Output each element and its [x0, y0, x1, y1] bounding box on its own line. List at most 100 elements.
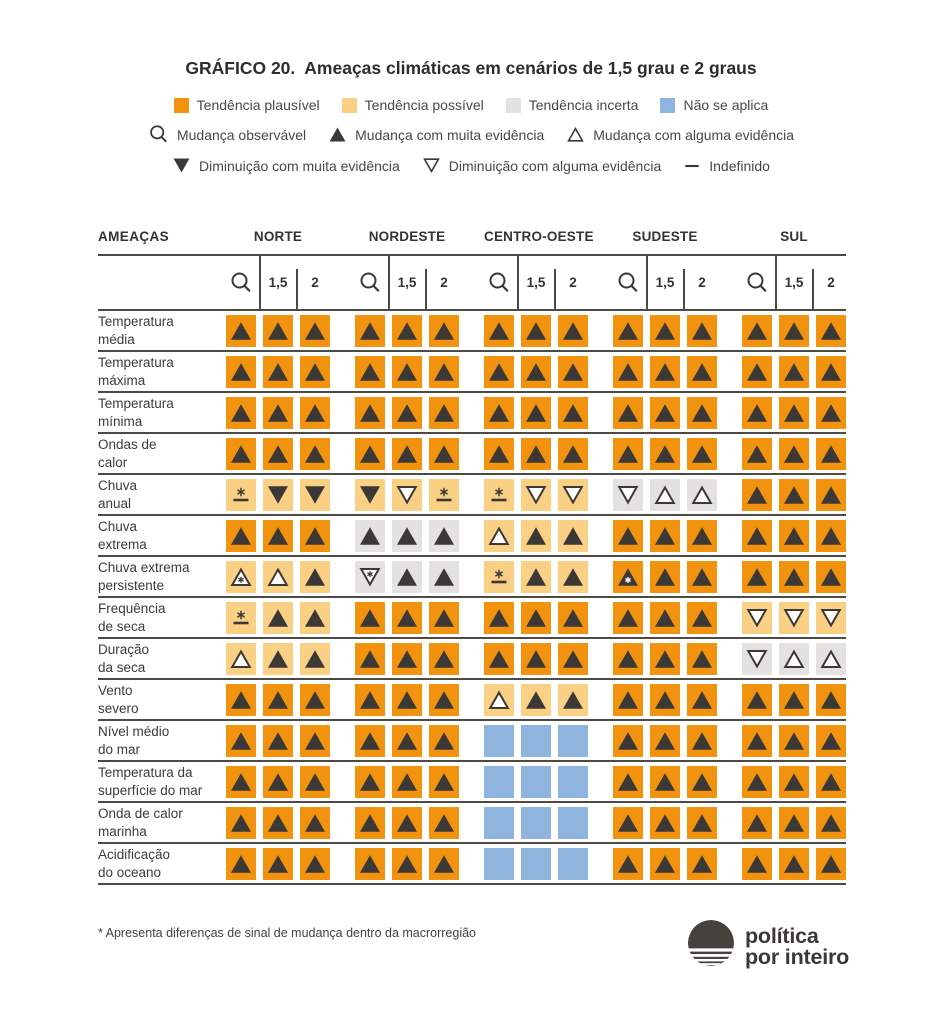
observed-change-column	[484, 256, 514, 309]
triangle-up-filled-icon	[784, 403, 804, 422]
triangle-up-filled-icon	[692, 321, 712, 340]
triangle-up-filled-icon	[618, 854, 638, 873]
triangle-up-filled-icon	[692, 813, 712, 832]
matrix-cell	[650, 724, 680, 757]
triangle-up-filled-icon	[563, 608, 583, 627]
triangle-up-filled-icon	[305, 608, 325, 627]
matrix-cell	[613, 396, 643, 429]
matrix-cell	[742, 642, 772, 675]
triangle-up-filled-icon	[655, 567, 675, 586]
threat-label: Chuva extrema	[98, 518, 147, 552]
matrix-cell	[355, 642, 385, 675]
matrix-cell	[484, 355, 514, 388]
scenario-header-group-2: 1,5 2	[355, 256, 459, 309]
matrix-cell	[484, 847, 514, 880]
triangle-up-filled-icon	[747, 772, 767, 791]
triangle-up-filled-icon	[526, 567, 546, 586]
matrix-cell	[613, 478, 643, 511]
matrix-cell	[742, 355, 772, 388]
triangle-up-outline-icon	[783, 648, 805, 668]
triangle-up-filled-icon	[747, 526, 767, 545]
region-cell-group	[226, 437, 330, 470]
region-cell-group	[742, 806, 846, 839]
matrix-cell	[300, 847, 330, 880]
triangle-up-filled-icon	[563, 649, 583, 668]
triangle-up-outline-icon	[654, 484, 676, 504]
triangle-down-outline-icon	[562, 485, 584, 505]
matrix-cell	[558, 478, 588, 511]
matrix-cell	[263, 642, 293, 675]
matrix-cell	[429, 355, 459, 388]
triangle-up-filled-icon	[618, 608, 638, 627]
threat-row: Nível médio do mar	[98, 721, 846, 762]
matrix-cell	[263, 437, 293, 470]
triangle-up-filled-icon	[268, 772, 288, 791]
triangle-up-filled-icon	[821, 690, 841, 709]
matrix-cell	[779, 765, 809, 798]
triangle-up-filled-icon	[305, 362, 325, 381]
matrix-cell	[558, 724, 588, 757]
matrix-cell	[226, 642, 256, 675]
matrix-cell	[355, 519, 385, 552]
region-cell-group	[226, 355, 330, 388]
triangle-up-filled-icon	[692, 526, 712, 545]
matrix-cell	[816, 560, 846, 593]
triangle-up-filled-icon	[784, 526, 804, 545]
triangle-up-filled-icon	[231, 444, 251, 463]
triangle-up-filled-icon	[268, 608, 288, 627]
region-cell-group	[742, 601, 846, 634]
region-cell-group	[613, 478, 717, 511]
matrix-cell	[484, 601, 514, 634]
matrix-cell	[226, 560, 256, 593]
matrix-cell	[392, 806, 422, 839]
region-cell-group	[484, 355, 588, 388]
matrix-cell	[263, 396, 293, 429]
matrix-cell	[226, 437, 256, 470]
region-cell-group	[355, 806, 459, 839]
scenario-col-label-2: 2	[440, 275, 448, 290]
matrix-cell	[650, 601, 680, 634]
legend-label: Tendência possível	[364, 97, 484, 113]
region-cell-group	[226, 683, 330, 716]
matrix-cell	[429, 642, 459, 675]
triangle-up-filled-icon	[434, 608, 454, 627]
scenario-col-label-1-5: 1,5	[784, 275, 804, 290]
triangle-up-outline-icon	[267, 566, 289, 586]
triangle-up-filled-icon	[618, 690, 638, 709]
triangle-up-filled-icon	[692, 362, 712, 381]
region-cell-group	[613, 683, 717, 716]
logo-sun-stripes-icon	[688, 920, 734, 966]
triangle-up-filled-icon	[655, 854, 675, 873]
triangle-up-filled-icon	[360, 854, 380, 873]
matrix-cell	[392, 396, 422, 429]
matrix-cell	[613, 642, 643, 675]
matrix-cell	[226, 519, 256, 552]
triangle-up-filled-icon	[784, 362, 804, 381]
matrix-cell	[779, 683, 809, 716]
triangle-up-filled-icon	[231, 772, 251, 791]
triangle-up-filled-icon	[489, 403, 509, 422]
triangle-up-filled-icon	[784, 444, 804, 463]
triangle-up-filled-icon	[305, 690, 325, 709]
region-cell-group	[742, 314, 846, 347]
matrix-cell	[779, 601, 809, 634]
region-cell-group	[484, 437, 588, 470]
triangle-up-outline-asterisk-icon	[230, 566, 252, 586]
matrix-cell	[650, 478, 680, 511]
region-cell-group	[613, 355, 717, 388]
matrix-cell	[263, 560, 293, 593]
matrix-cell	[263, 601, 293, 634]
matrix-cell	[263, 847, 293, 880]
region-cell-group	[484, 847, 588, 880]
threat-label: Temperatura mínima	[98, 395, 174, 429]
column-divider	[554, 269, 556, 309]
matrix-cell	[558, 314, 588, 347]
matrix-cell	[742, 847, 772, 880]
triangle-up-filled-icon	[360, 526, 380, 545]
triangle-up-outline-icon	[567, 126, 585, 142]
matrix-cell	[263, 765, 293, 798]
matrix-cell	[742, 806, 772, 839]
matrix-cell	[521, 314, 551, 347]
region-cell-group	[484, 560, 588, 593]
column-divider	[296, 269, 298, 309]
